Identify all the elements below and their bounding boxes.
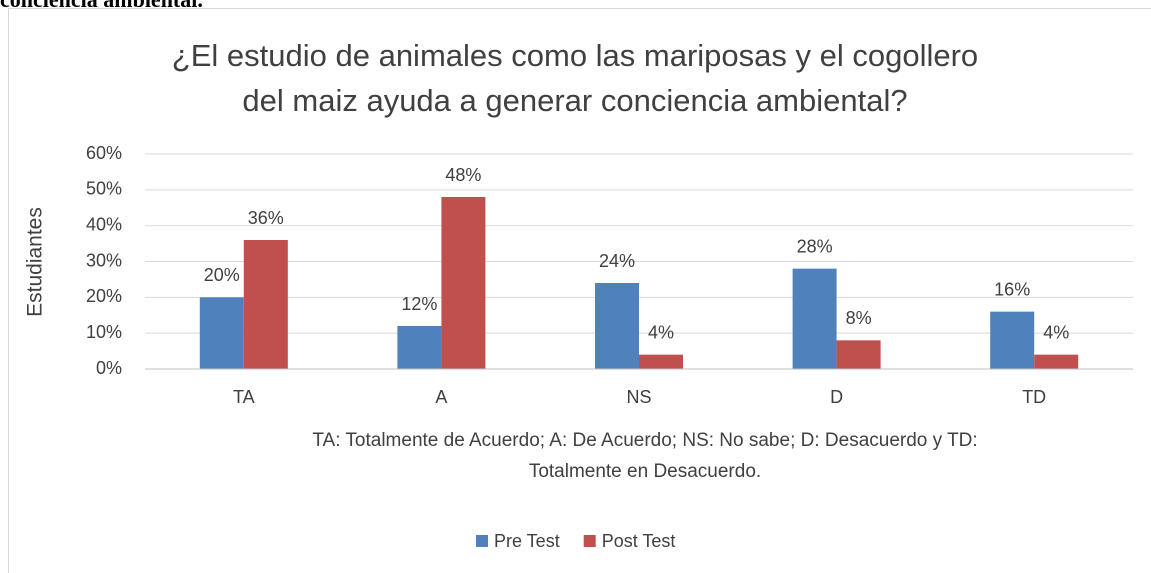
y-tick-label: 20%	[86, 286, 122, 306]
x-tick-label: D	[830, 387, 843, 407]
y-tick-label: 30%	[86, 250, 122, 270]
data-label: 36%	[248, 208, 284, 228]
bar	[792, 268, 837, 369]
y-tick-label: 10%	[86, 322, 122, 342]
legend-label: Post Test	[602, 531, 676, 551]
legend-label: Pre Test	[494, 531, 560, 551]
data-label: 24%	[599, 251, 635, 271]
bar	[441, 197, 486, 369]
data-label: 16%	[994, 279, 1030, 299]
data-label: 48%	[445, 165, 481, 185]
bar	[1034, 354, 1079, 369]
bar	[639, 354, 683, 369]
data-label: 28%	[797, 236, 833, 256]
chart-title: ¿El estudio de animales como las maripos…	[172, 38, 978, 73]
x-tick-label: TD	[1022, 387, 1046, 407]
data-label: 4%	[648, 322, 674, 342]
bar	[836, 340, 881, 369]
y-tick-label: 60%	[86, 143, 122, 163]
context-text: conciencia ambiental.	[0, 0, 203, 12]
legend-swatch	[583, 535, 596, 547]
bar	[243, 240, 288, 369]
annotation: TA: Totalmente de Acuerdo; A: De Acuerdo…	[312, 430, 977, 451]
data-label: 8%	[846, 308, 872, 328]
y-axis-label: Estudiantes	[24, 207, 47, 317]
data-label: 4%	[1043, 322, 1069, 342]
chart-title: del maiz ayuda a generar conciencia ambi…	[242, 83, 907, 118]
bar	[199, 297, 244, 369]
chart-frame	[8, 8, 1151, 573]
data-label: 20%	[204, 265, 240, 285]
legend-swatch	[476, 535, 488, 547]
data-label: 12%	[401, 294, 437, 314]
x-tick-label: A	[435, 387, 447, 407]
bar	[990, 311, 1035, 369]
bar	[397, 326, 442, 369]
x-tick-label: TA	[233, 387, 255, 407]
annotation: Totalmente en Desacuerdo.	[529, 461, 761, 482]
y-tick-label: 0%	[96, 358, 122, 378]
y-tick-label: 40%	[86, 214, 122, 234]
y-tick-label: 50%	[86, 179, 122, 199]
bar	[595, 283, 639, 369]
x-tick-label: NS	[626, 387, 651, 407]
